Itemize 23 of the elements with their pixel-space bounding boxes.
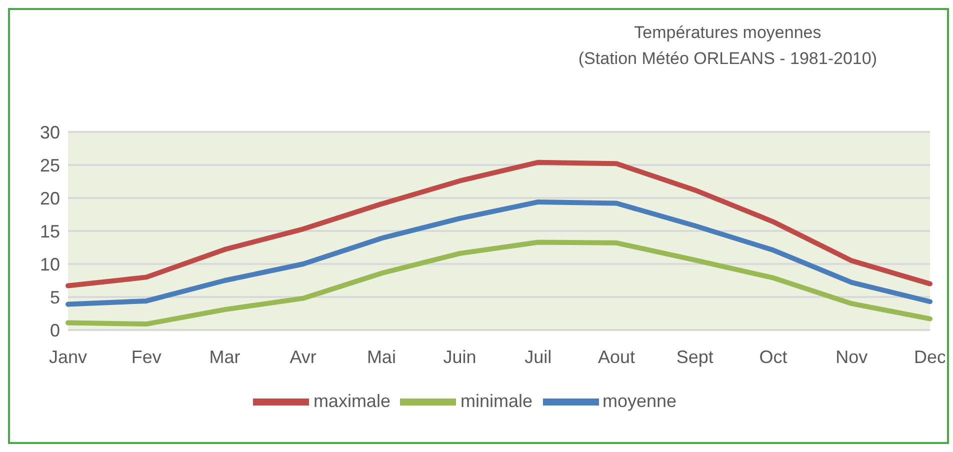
x-tick-label: Juil (524, 346, 552, 367)
chart-title: Températures moyennes (633, 22, 822, 44)
x-tick-label: Juin (443, 346, 476, 367)
y-tick-label: 0 (50, 320, 60, 340)
y-tick-label: 25 (40, 155, 60, 176)
y-tick-label: 10 (40, 254, 60, 274)
legend-label: minimale (460, 390, 532, 411)
y-tick-label: 5 (50, 287, 60, 308)
x-tick-label: Mar (209, 346, 240, 367)
y-tick-label: 15 (40, 221, 60, 242)
legend-label: maximale (313, 390, 390, 411)
x-tick-label: Fev (131, 346, 162, 367)
chart-subtitle: (Station Météo ORLEANS - 1981-2010) (578, 48, 877, 70)
x-tick-label: Sept (676, 346, 714, 367)
legend-label: moyenne (602, 390, 677, 411)
x-tick-label: Oct (759, 346, 788, 367)
y-tick-label: 20 (40, 188, 60, 208)
x-tick-label: Avr (290, 346, 316, 367)
x-tick-label: Aout (598, 346, 636, 367)
y-tick-label: 30 (40, 122, 60, 142)
x-tick-label: Janv (48, 346, 88, 367)
x-tick-label: Nov (836, 346, 868, 367)
x-tick-label: Mai (366, 346, 396, 367)
